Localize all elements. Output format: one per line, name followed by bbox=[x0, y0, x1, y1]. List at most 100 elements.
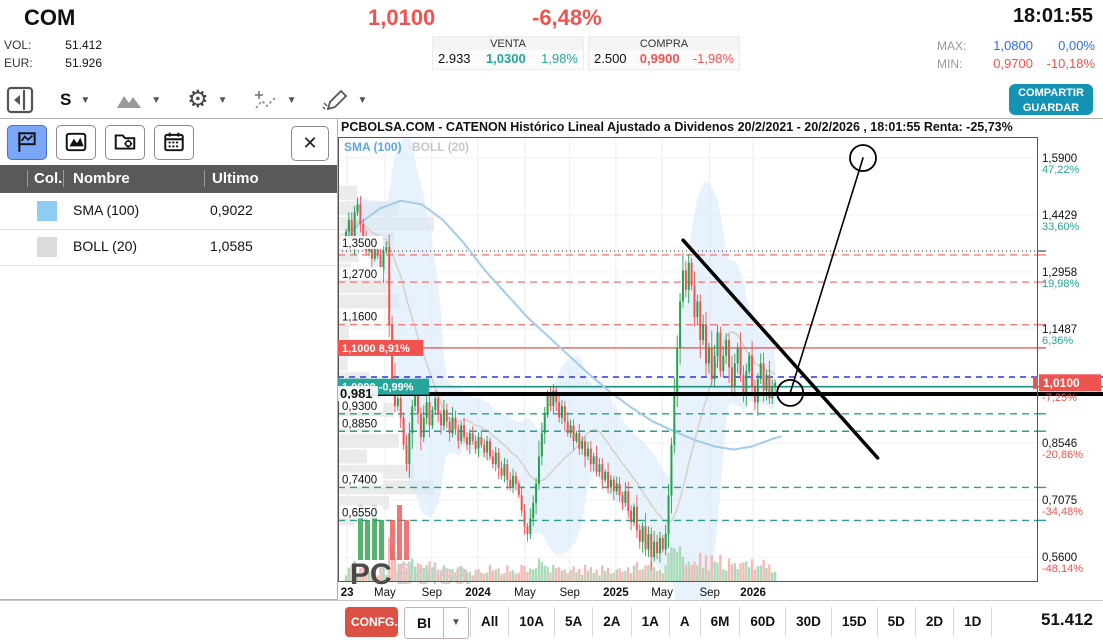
svg-text:1,0100: 1,0100 bbox=[1043, 376, 1080, 390]
timeframe-button-30d[interactable]: 30D bbox=[785, 607, 831, 637]
change-percent: -6,48% bbox=[532, 5, 602, 31]
svg-text:-7,25%: -7,25% bbox=[1042, 392, 1077, 404]
panel-tabs bbox=[0, 119, 337, 165]
indicator-row-sma[interactable]: SMA (100) 0,9022 bbox=[0, 193, 337, 230]
eur-label: EUR: bbox=[4, 56, 44, 70]
max-label: MAX: bbox=[937, 39, 977, 53]
timeframe-button-15d[interactable]: 15D bbox=[831, 607, 877, 637]
calendar-icon bbox=[162, 130, 186, 154]
chevron-down-icon: ▼ bbox=[443, 608, 468, 638]
pencil-icon bbox=[322, 89, 348, 111]
compra-qty: 2.500 bbox=[594, 51, 627, 66]
folder-gear-icon bbox=[113, 130, 137, 154]
chart-style-dropdown[interactable]: ▼ bbox=[116, 91, 161, 109]
config-button[interactable]: CONFG. bbox=[345, 607, 398, 637]
chevron-down-icon: ▼ bbox=[151, 95, 161, 106]
mode-select[interactable]: Bl ▼ bbox=[404, 607, 469, 639]
min-label: MIN: bbox=[937, 57, 977, 71]
timeframe-button-60d[interactable]: 60D bbox=[739, 607, 785, 637]
svg-text:6,36%: 6,36% bbox=[1042, 335, 1073, 347]
collapse-panel-icon bbox=[6, 86, 34, 114]
indicator-panel: ✕ Col. Nombre Ultimo SMA (100) 0,9022 BO… bbox=[0, 118, 338, 600]
symbol-title: COM bbox=[24, 5, 75, 31]
eur-row: EUR: 51.926 bbox=[4, 56, 102, 70]
add-indicator-icon bbox=[254, 89, 278, 111]
settings-dropdown[interactable]: ⚙ ▼ bbox=[187, 88, 227, 112]
bottom-bar: CONFG. Bl ▼ All10A5A2A1AA6M60D30D15D5D2D… bbox=[0, 600, 1103, 643]
svg-text:Sep: Sep bbox=[422, 587, 442, 599]
series-type-dropdown[interactable]: S ▼ bbox=[60, 90, 90, 110]
chart-legend: SMA (100) BOLL (20) bbox=[344, 140, 469, 154]
compra-title: COMPRA bbox=[589, 37, 739, 50]
svg-text:-34,48%: -34,48% bbox=[1042, 506, 1083, 518]
tab-chart-image[interactable] bbox=[56, 125, 96, 160]
draw-tools-dropdown[interactable]: ▼ bbox=[322, 89, 367, 111]
legend-sma: SMA (100) bbox=[344, 140, 402, 154]
svg-text:0,6550: 0,6550 bbox=[342, 507, 377, 519]
svg-text:47,22%: 47,22% bbox=[1042, 164, 1080, 176]
series-letter: S bbox=[60, 90, 71, 110]
venta-pct: 1,98% bbox=[541, 51, 578, 66]
mode-value: Bl bbox=[405, 608, 443, 638]
svg-text:0,9300: 0,9300 bbox=[342, 401, 377, 413]
chevron-down-icon: ▼ bbox=[357, 95, 367, 106]
svg-text:-48,14%: -48,14% bbox=[1042, 563, 1083, 575]
timeframe-button-10a[interactable]: 10A bbox=[508, 607, 554, 637]
max-value: 1,0800 bbox=[977, 38, 1033, 53]
image-chart-icon bbox=[64, 130, 88, 154]
close-panel-button[interactable]: ✕ bbox=[291, 126, 329, 161]
venta-price: 1,0300 bbox=[486, 51, 526, 66]
timeframe-button-6m[interactable]: 6M bbox=[700, 607, 740, 637]
vol-label: VOL: bbox=[4, 38, 44, 52]
timeframe-button-2a[interactable]: 2A bbox=[592, 607, 630, 637]
tab-folder-settings[interactable] bbox=[105, 125, 145, 160]
svg-text:33,60%: 33,60% bbox=[1042, 221, 1080, 233]
last-price: 1,0100 bbox=[368, 5, 435, 31]
svg-text:Sep: Sep bbox=[699, 587, 719, 599]
svg-text:Sep: Sep bbox=[559, 587, 579, 599]
max-row: MAX: 1,0800 0,00% bbox=[937, 38, 1095, 53]
nombre-header: Nombre bbox=[73, 170, 130, 187]
svg-text:1,1000 8,91%: 1,1000 8,91% bbox=[342, 343, 410, 355]
flag-chart-icon bbox=[15, 130, 39, 154]
sma-color-swatch[interactable] bbox=[37, 201, 57, 221]
svg-text:19,98%: 19,98% bbox=[1042, 278, 1080, 290]
venta-qty: 2.933 bbox=[438, 51, 471, 66]
timeframe-button-1a[interactable]: 1A bbox=[631, 607, 669, 637]
timeframe-button-1d[interactable]: 1D bbox=[953, 607, 992, 637]
add-indicator-dropdown[interactable]: ▼ bbox=[254, 89, 297, 111]
legend-boll: BOLL (20) bbox=[412, 140, 469, 154]
ultimo-header: Ultimo bbox=[212, 170, 259, 187]
chevron-down-icon: ▼ bbox=[287, 95, 297, 106]
tab-indicators[interactable] bbox=[7, 125, 47, 160]
tab-calendar[interactable] bbox=[154, 125, 194, 160]
svg-text:23: 23 bbox=[341, 587, 354, 599]
clock: 18:01:55 bbox=[1013, 5, 1093, 28]
timeframe-button-5d[interactable]: 5D bbox=[877, 607, 915, 637]
indicator-name: SMA (100) bbox=[73, 202, 139, 218]
timeframe-button-all[interactable]: All bbox=[470, 607, 508, 637]
price-chart[interactable]: PCBolsa1,35001,27001,16001,1000 8,91%1,0… bbox=[338, 137, 1103, 600]
svg-text:May: May bbox=[514, 587, 536, 599]
min-row: MIN: 0,9700 -10,18% bbox=[937, 56, 1095, 71]
indicator-row-boll[interactable]: BOLL (20) 1,0585 bbox=[0, 229, 337, 266]
timeframe-button-2d[interactable]: 2D bbox=[915, 607, 953, 637]
chart-area: PCBOLSA.COM - CATENON Histórico Lineal A… bbox=[338, 118, 1103, 600]
boll-color-swatch[interactable] bbox=[37, 237, 57, 257]
indicator-name: BOLL (20) bbox=[73, 238, 137, 254]
timeframe-list: All10A5A2A1AA6M60D30D15D5D2D1D bbox=[470, 607, 992, 637]
collapse-panel-button[interactable] bbox=[6, 86, 34, 114]
chart-toolbar: S ▼ ▼ ⚙ ▼ ▼ ▼ bbox=[0, 82, 1103, 119]
chevron-down-icon: ▼ bbox=[218, 95, 228, 106]
indicator-table-header: Col. Nombre Ultimo bbox=[0, 165, 337, 193]
eur-value: 51.926 bbox=[44, 56, 102, 70]
timeframe-button-5a[interactable]: 5A bbox=[554, 607, 592, 637]
compra-pct: -1,98% bbox=[693, 51, 734, 66]
svg-text:May: May bbox=[651, 587, 673, 599]
svg-text:0,8850: 0,8850 bbox=[342, 418, 377, 430]
timeframe-button-a[interactable]: A bbox=[669, 607, 700, 637]
svg-text:May: May bbox=[374, 587, 396, 599]
svg-text:0,981: 0,981 bbox=[340, 386, 373, 401]
max-pct: 0,00% bbox=[1033, 38, 1095, 53]
vol-value: 51.412 bbox=[44, 38, 102, 52]
